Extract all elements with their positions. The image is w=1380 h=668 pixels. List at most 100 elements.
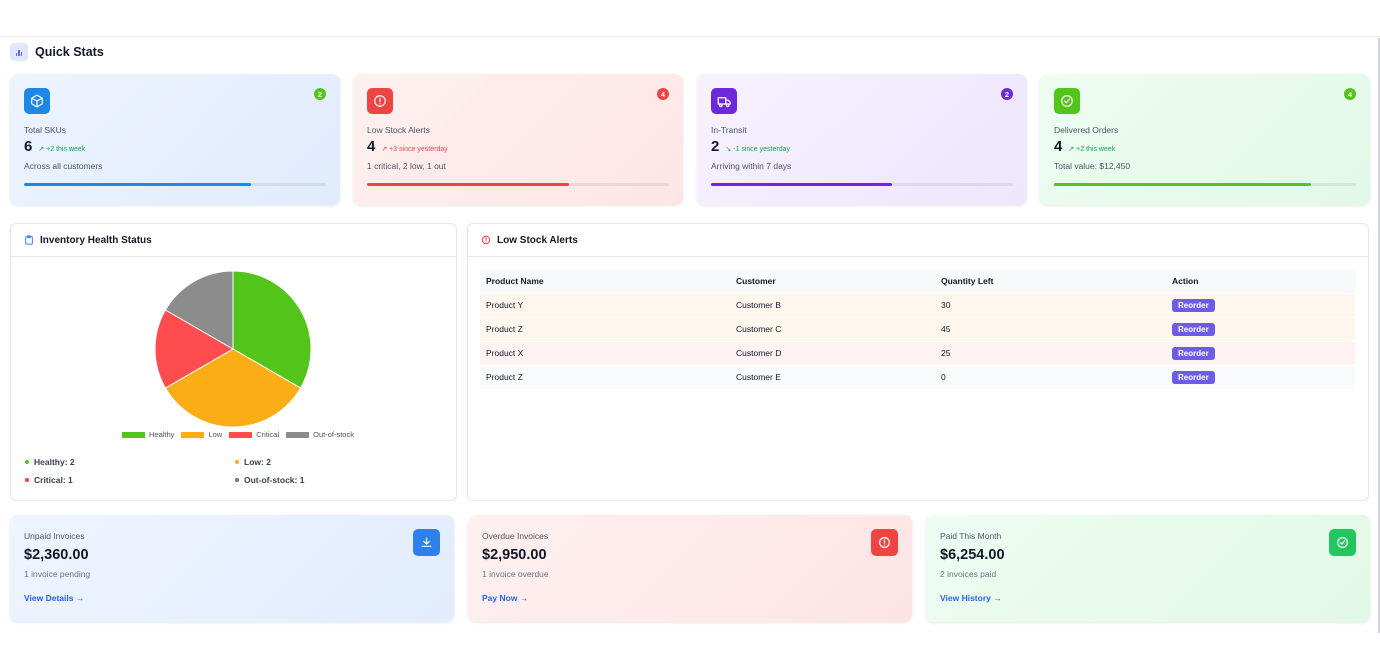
check-circle-icon [1054,88,1080,114]
view-details-link[interactable]: View Details → [24,593,85,603]
progress-fill [24,183,251,186]
download-icon[interactable] [413,529,440,556]
right-scroll-edge [1378,38,1380,633]
trend-up-icon: ↗ [381,146,388,153]
invoice-label: Overdue Invoices [482,531,549,541]
legend-label: Low [208,430,223,439]
alert-circle-icon[interactable] [871,529,898,556]
invoice-card-paid: Paid This Month $6,254.00 2 invoices pai… [926,515,1370,622]
reorder-button[interactable]: Reorder [1172,322,1215,336]
alert-circle-icon [481,235,491,245]
stat-value: 2 [711,138,720,155]
quick-stats-title: Quick Stats [35,45,104,59]
stat-label: In-Transit [711,125,747,135]
trend-indicator: ↘ -1 since yesterday [725,146,790,153]
invoice-subtitle: 1 invoice overdue [482,569,549,579]
alert-circle-icon [367,88,393,114]
stat-label: Delivered Orders [1054,125,1119,135]
inventory-health-title: Inventory Health Status [40,234,152,246]
count-badge: 4 [657,88,669,100]
product-cell: Product Z [480,316,730,341]
product-cell: Product X [480,340,730,365]
invoice-card-overdue: Overdue Invoices $2,950.00 1 invoice ove… [468,515,912,622]
pie-slice-out-of-stock [164,270,234,350]
quantity-cell: 30 [935,292,1166,317]
progress-fill [711,183,893,186]
customer-cell: Customer E [730,364,935,389]
pie-slice-low [164,348,302,428]
count-badge: 2 [1001,88,1013,100]
invoice-label: Paid This Month [940,531,1002,541]
stat-subtitle: Across all customers [24,161,103,171]
inventory-pie-chart [154,270,312,428]
table-row: Product Z Customer C 45 Reorder [480,316,1355,341]
invoice-card-unpaid: Unpaid Invoices $2,360.00 1 invoice pend… [10,515,454,622]
legend-item: Healthy [122,430,174,439]
legend-swatch [122,431,145,438]
quick-stats-header: Quick Stats [10,42,104,62]
summary-critical: Critical: 1 [25,475,73,485]
chart-legend: Healthy Low Critical Out-of-stock [122,430,361,439]
pay-now-link[interactable]: Pay Now → [482,593,529,603]
progress-bar [24,183,326,186]
count-badge: 4 [1344,88,1356,100]
progress-fill [1054,183,1311,186]
invoice-amount: $2,360.00 [24,547,89,563]
column-header: Action [1166,270,1355,293]
invoice-subtitle: 1 invoice pending [24,569,91,579]
legend-swatch [229,431,253,438]
reorder-button[interactable]: Reorder [1172,298,1215,312]
stat-card-low-stock[interactable]: 4 Low Stock Alerts 4 ↗ +3 since yesterda… [353,74,683,205]
stat-card-delivered[interactable]: 4 Delivered Orders 4 ↗ +2 this week Tota… [1040,74,1370,205]
quantity-cell: 0 [935,364,1166,389]
trend-indicator: ↗ +2 this week [1068,146,1116,153]
reorder-button[interactable]: Reorder [1172,346,1215,360]
check-circle-icon[interactable] [1329,529,1356,556]
box-icon [24,88,50,114]
truck-icon [711,88,737,114]
top-divider [0,36,1380,37]
low-stock-alerts-title: Low Stock Alerts [497,234,578,246]
column-header: Product Name [480,270,730,293]
trend-indicator: ↗ +2 this week [38,146,86,153]
low-stock-table: Product Name Customer Quantity Left Acti… [480,270,1355,389]
column-header: Customer [730,270,935,293]
quantity-cell: 45 [935,316,1166,341]
pie-slice-critical [154,309,235,389]
trend-up-icon: ↗ [1068,146,1075,153]
stat-card-in-transit[interactable]: 2 In-Transit 2 ↘ -1 since yesterday Arri… [697,74,1027,205]
legend-item: Low [181,430,222,439]
stat-card-total-skus[interactable]: 2 Total SKUs 6 ↗ +2 this week Across all… [10,74,340,205]
legend-label: Healthy [149,430,175,439]
progress-bar [711,183,1013,186]
stat-subtitle: Total value: $12,450 [1054,161,1131,171]
stat-value: 4 [1054,138,1063,155]
customer-cell: Customer C [730,316,935,341]
customer-cell: Customer B [730,292,935,317]
product-cell: Product Y [480,292,730,317]
legend-item: Out-of-stock [286,430,354,439]
trend-up-icon: ↗ [38,146,45,153]
legend-swatch [181,431,205,438]
table-row: Product X Customer D 25 Reorder [480,340,1355,365]
stat-subtitle: Arriving within 7 days [711,161,792,171]
count-badge: 2 [314,88,326,100]
table-row: Product Y Customer B 30 Reorder [480,292,1355,317]
product-cell: Product Z [480,364,730,389]
invoice-label: Unpaid Invoices [24,531,85,541]
reorder-button[interactable]: Reorder [1172,370,1215,384]
view-history-link[interactable]: View History → [940,593,1002,603]
legend-swatch [286,431,310,438]
invoice-amount: $2,950.00 [482,547,547,563]
invoice-subtitle: 2 invoices paid [940,569,997,579]
column-header: Quantity Left [935,270,1166,293]
summary-healthy: Healthy: 2 [25,457,75,467]
table-row: Product Z Customer E 0 Reorder [480,364,1355,389]
legend-item: Critical [229,430,279,439]
stat-label: Low Stock Alerts [367,125,430,135]
stat-label: Total SKUs [24,125,67,135]
stat-value: 6 [24,138,33,155]
progress-bar [367,183,669,186]
quantity-cell: 25 [935,340,1166,365]
legend-label: Out-of-stock [313,430,354,439]
